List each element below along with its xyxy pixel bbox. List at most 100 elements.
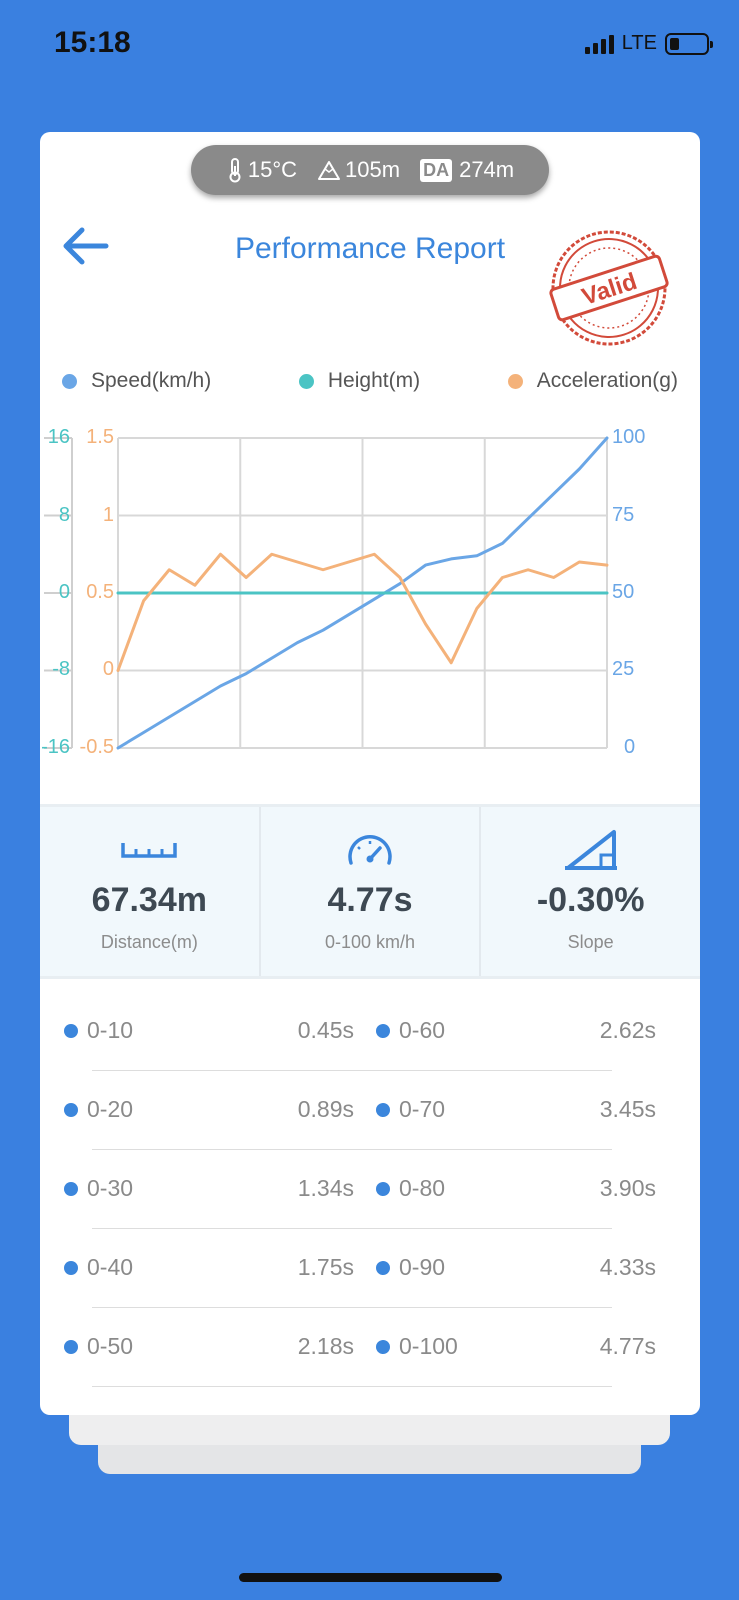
altitude-item: 105m xyxy=(317,157,400,183)
split-value: 1.75s xyxy=(297,1254,354,1280)
density-altitude-value: 274m xyxy=(459,157,515,182)
acceleration-time-stat: 4.77s 0-100 km/h xyxy=(258,807,480,976)
status-time: 15:18 xyxy=(54,26,131,59)
slope-value: -0.30% xyxy=(536,881,645,919)
home-indicator[interactable] xyxy=(239,1573,502,1582)
status-bar: 15:18 LTE xyxy=(0,0,739,90)
acceleration-series-line xyxy=(116,552,609,672)
height-tick-label: 16 xyxy=(48,426,70,448)
split-times-list: 0-10 0.45s 0-60 2.62s 0-20 0.89s 0-70 3.… xyxy=(40,992,700,1387)
split-value: 0.45s xyxy=(297,1017,354,1043)
speed-series-line xyxy=(116,436,609,750)
bullet-icon xyxy=(64,1260,78,1275)
stats-panel: 67.34m Distance(m) 4.77s 0-100 km/h xyxy=(40,804,700,979)
temperature-item: 15°C xyxy=(226,157,297,183)
acceleration-tick-label: 1 xyxy=(103,504,114,526)
list-item: 0-50 2.18s 0-100 4.77s xyxy=(40,1308,700,1387)
split-value: 3.45s xyxy=(599,1096,656,1122)
acceleration-tick-label: 1.5 xyxy=(86,426,114,448)
acceleration-time-value: 4.77s xyxy=(327,881,413,919)
distance-value: 67.34m xyxy=(91,881,207,919)
bullet-icon xyxy=(376,1339,390,1354)
split-value: 2.62s xyxy=(599,1017,656,1043)
distance-label: Distance(m) xyxy=(100,932,198,952)
divider xyxy=(92,1228,612,1229)
divider xyxy=(92,1307,612,1308)
split-label: 0-50 xyxy=(87,1333,134,1359)
bullet-icon xyxy=(376,1181,390,1196)
legend-label: Height(m) xyxy=(327,369,421,392)
divider xyxy=(92,1149,612,1150)
mountain-icon xyxy=(318,161,341,180)
bullet-icon xyxy=(376,1102,390,1117)
report-card: 15°C 105m DA 274m Performance Report Val… xyxy=(40,132,700,1415)
bullet-icon xyxy=(64,1023,78,1038)
valid-stamp-icon: Valid xyxy=(549,230,669,346)
speed-tick-label: 0 xyxy=(624,736,635,758)
speed-tick-label: 25 xyxy=(612,658,634,680)
speed-tick-label: 100 xyxy=(612,426,645,448)
back-arrow-icon[interactable] xyxy=(58,224,112,268)
slope-icon xyxy=(564,830,617,870)
bullet-icon xyxy=(64,1339,78,1354)
list-item: 0-40 1.75s 0-90 4.33s xyxy=(40,1229,700,1308)
battery-icon xyxy=(665,32,713,55)
height-tick-label: -16 xyxy=(41,736,70,758)
height-tick-label: 8 xyxy=(59,504,70,526)
altitude-value: 105m xyxy=(345,157,401,182)
slope-stat: -0.30% Slope xyxy=(479,807,700,976)
speedometer-icon xyxy=(348,835,392,865)
divider xyxy=(92,1386,612,1387)
signal-icon xyxy=(584,34,614,54)
list-item: 0-10 0.45s 0-60 2.62s xyxy=(40,992,700,1071)
acceleration-tick-label: 0.5 xyxy=(86,581,114,603)
split-label: 0-60 xyxy=(399,1017,446,1043)
acceleration-tick-label: -0.5 xyxy=(80,736,114,758)
environment-pill: 15°C 105m DA 274m xyxy=(191,145,549,195)
acceleration-tick-label: 0 xyxy=(103,658,114,680)
split-value: 1.34s xyxy=(297,1175,354,1201)
split-value: 4.33s xyxy=(599,1254,656,1280)
speed-tick-label: 75 xyxy=(612,504,634,526)
speed-dot xyxy=(62,373,77,389)
da-badge: DA xyxy=(420,158,453,182)
legend-height: Height(m) xyxy=(298,369,421,393)
legend-speed: Speed(km/h) xyxy=(62,369,211,393)
split-label: 0-80 xyxy=(399,1175,446,1201)
performance-chart: 16 8 0 -8 -16 1.5 1 0.5 0 -0.5 100 75 50 25 0 xyxy=(41,426,645,758)
thermometer-icon xyxy=(229,158,241,183)
legend-acceleration: Acceleration(g) xyxy=(507,369,678,393)
speed-tick-label: 50 xyxy=(612,581,634,603)
split-value: 3.90s xyxy=(599,1175,656,1201)
acceleration-time-label: 0-100 km/h xyxy=(324,932,416,952)
height-tick-label: -8 xyxy=(52,658,70,680)
acceleration-dot xyxy=(507,373,523,389)
divider xyxy=(92,1070,612,1071)
bullet-icon xyxy=(376,1260,390,1275)
height-tick-label: 0 xyxy=(59,581,70,603)
split-label: 0-30 xyxy=(87,1175,134,1201)
split-value: 0.89s xyxy=(297,1096,354,1122)
network-type: LTE xyxy=(621,32,657,54)
height-dot xyxy=(298,373,314,389)
legend-label: Speed(km/h) xyxy=(91,369,212,392)
bullet-icon xyxy=(64,1102,78,1117)
list-item: 0-20 0.89s 0-70 3.45s xyxy=(40,1071,700,1150)
bullet-icon xyxy=(376,1023,390,1038)
list-item: 0-30 1.34s 0-80 3.90s xyxy=(40,1150,700,1229)
bullet-icon xyxy=(64,1181,78,1196)
distance-stat: 67.34m Distance(m) xyxy=(40,807,259,976)
chart-legend: Speed(km/h) Height(m) Acceleration(g) xyxy=(62,369,678,393)
ruler-icon xyxy=(121,843,178,858)
slope-label: Slope xyxy=(567,932,614,952)
legend-label: Acceleration(g) xyxy=(536,369,678,392)
density-altitude-item: DA 274m xyxy=(420,157,514,183)
status-indicators: LTE xyxy=(584,32,713,55)
page-title: Performance Report xyxy=(234,232,506,265)
split-label: 0-40 xyxy=(87,1254,134,1280)
split-label: 0-20 xyxy=(87,1096,134,1122)
temperature-value: 15°C xyxy=(247,157,298,182)
split-label: 0-10 xyxy=(87,1017,134,1043)
split-value: 2.18s xyxy=(297,1333,354,1359)
split-label: 0-90 xyxy=(399,1254,446,1280)
